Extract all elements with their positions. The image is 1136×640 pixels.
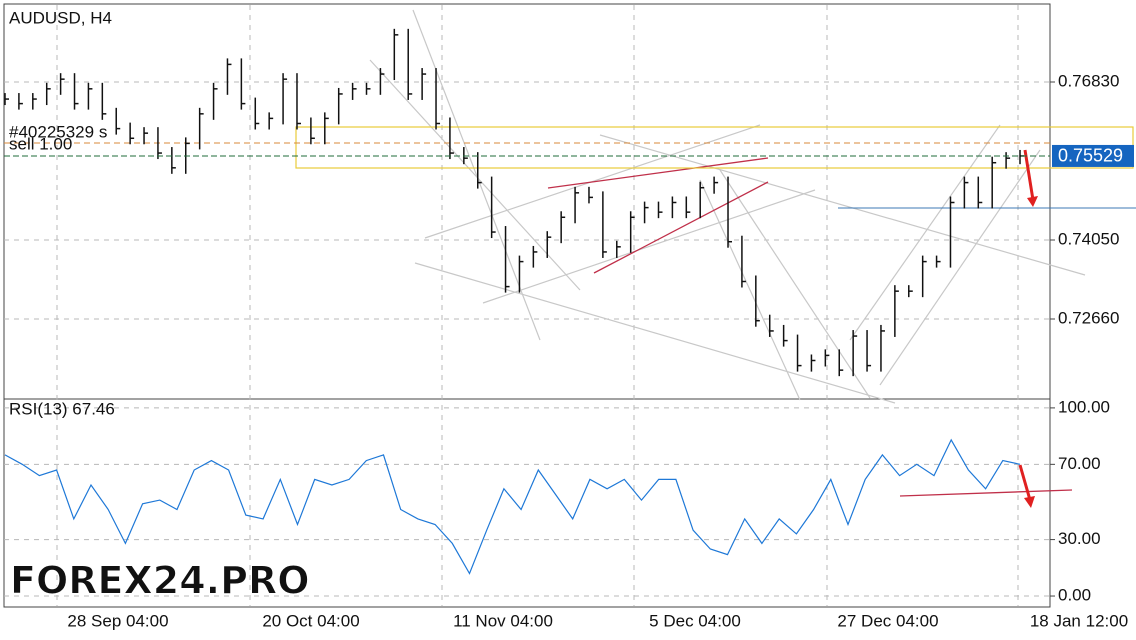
chart-title: AUDUSD, H4	[9, 8, 112, 27]
rsi-line	[4, 438, 1021, 575]
trend-line	[414, 262, 896, 404]
x-tick-label: 18 Jan 12:00	[1030, 611, 1128, 630]
trend-lines	[4, 9, 1136, 508]
trend-line	[482, 189, 816, 304]
marks	[4, 28, 1050, 575]
wedge-line	[593, 181, 769, 274]
y-tick-label: 70.00	[1058, 454, 1101, 473]
arrow	[1023, 149, 1035, 201]
order-label: #40225329 s	[9, 122, 107, 141]
price-label-bg	[1052, 144, 1134, 167]
x-tick-label: 28 Sep 04:00	[67, 611, 168, 630]
trend-line	[719, 169, 871, 399]
y-tick-label: 30.00	[1058, 529, 1101, 548]
rsi-divergence-line	[899, 489, 1073, 497]
trend-line	[599, 134, 1086, 276]
order-label: sell 1.00	[9, 134, 72, 153]
x-tick-label: 5 Dec 04:00	[649, 611, 741, 630]
x-tick-label: 27 Dec 04:00	[837, 611, 938, 630]
y-tick-label: 0.74050	[1058, 229, 1119, 248]
trend-line	[849, 124, 1001, 341]
arrow-head	[1024, 496, 1035, 508]
resistance-zone	[295, 126, 1134, 169]
arrow	[1018, 464, 1032, 501]
arrow-head	[1027, 196, 1038, 207]
y-tick-label: 0.72660	[1058, 308, 1119, 327]
chart-title: RSI(13) 67.46	[9, 399, 115, 418]
y-tick-label: 100.00	[1058, 397, 1110, 416]
trend-line	[879, 149, 1041, 386]
trend-line	[369, 59, 581, 291]
y-tick-label: 0.76830	[1058, 71, 1119, 90]
x-tick-label: 20 Oct 04:00	[262, 611, 359, 630]
wedge-line	[547, 157, 769, 189]
frame	[3, 3, 1051, 608]
trend-line	[699, 179, 801, 401]
price-label: 0.75529	[1058, 146, 1123, 166]
y-tick-label: 0.00	[1058, 586, 1091, 605]
watermark: FOREX24.PRO	[10, 559, 310, 603]
x-tick-label: 11 Nov 04:00	[453, 611, 553, 630]
grid	[4, 5, 1050, 606]
